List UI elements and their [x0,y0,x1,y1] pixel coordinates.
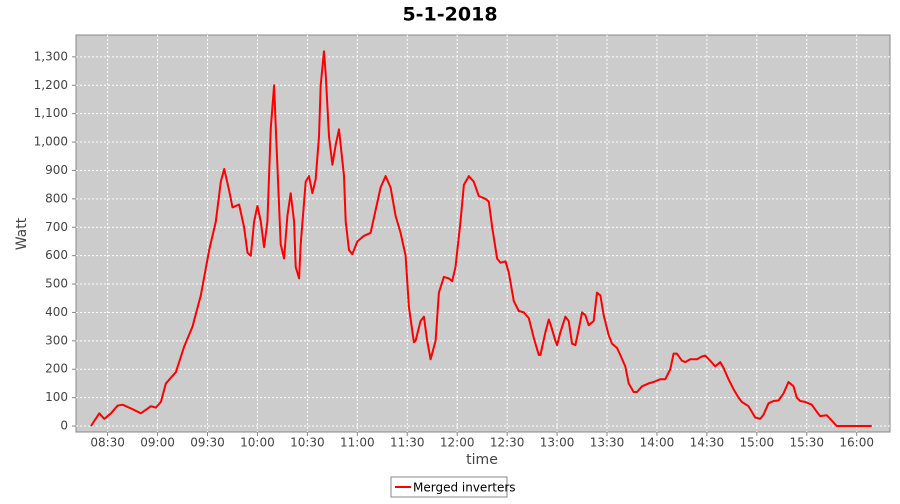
x-tick-label: 09:30 [190,436,225,450]
plot-area [75,34,891,433]
y-tick-label: 800 [45,191,68,205]
x-tick-label: 16:00 [839,436,874,450]
y-tick-label: 100 [45,390,68,404]
y-tick-label: 300 [45,333,68,347]
x-tick-label: 15:00 [740,436,775,450]
x-tick-label: 10:00 [240,436,275,450]
x-axis-label: time [466,452,498,468]
y-tick-label: 1,000 [34,135,68,149]
y-tick-label: 600 [45,248,68,262]
y-tick-label: 900 [45,163,68,177]
legend-box [390,476,508,498]
y-tick-label: 700 [45,220,68,234]
y-tick-label: 400 [45,305,68,319]
x-tick-label: 14:00 [640,436,675,450]
y-tick-label: 0 [60,419,68,433]
x-tick-label: 13:00 [540,436,575,450]
x-tick-label: 11:00 [340,436,375,450]
x-tick-label: 12:00 [440,436,475,450]
y-tick-label: 500 [45,277,68,291]
y-tick-label: 1,200 [34,78,68,92]
y-tick-label: 1,100 [34,106,68,120]
x-tick-label: 10:30 [290,436,325,450]
x-tick-label: 15:30 [789,436,824,450]
data-line [90,50,872,427]
chart-title: 5-1-2018 [402,4,497,26]
x-tick-label: 09:00 [140,436,175,450]
y-tick-label: 1,300 [34,49,68,63]
legend-label: Merged inverters [413,481,516,495]
x-tick-label: 08:30 [90,436,125,450]
x-tick-label: 11:30 [390,436,425,450]
x-tick-label: 12:30 [490,436,525,450]
x-tick-label: 14:30 [690,436,725,450]
y-tick-label: 200 [45,362,68,376]
y-axis-label: Watt [14,217,30,250]
x-tick-label: 13:30 [590,436,625,450]
